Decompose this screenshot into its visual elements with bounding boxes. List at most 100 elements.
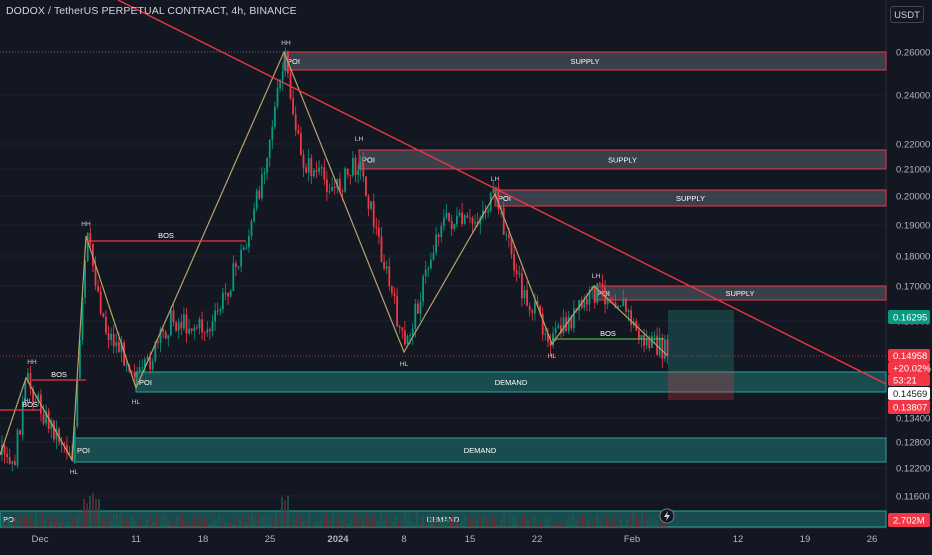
volume-bar xyxy=(131,515,133,527)
volume-bar xyxy=(623,523,625,527)
y-tick-label: 0.13400 xyxy=(896,414,930,425)
candle-body xyxy=(16,429,19,466)
volume-bar xyxy=(431,517,433,527)
candle-body xyxy=(596,283,599,303)
candle-body xyxy=(336,178,339,189)
volume-bar xyxy=(320,520,322,527)
volume-bar xyxy=(476,521,478,527)
volume-bar xyxy=(137,523,139,527)
x-tick-label: 22 xyxy=(532,534,543,545)
volume-bar xyxy=(527,520,529,527)
volume-bar xyxy=(50,521,52,527)
y-tick-label: 0.22000 xyxy=(896,140,930,151)
x-tick-label: 11 xyxy=(131,534,141,545)
candle-body xyxy=(432,252,435,260)
volume-bar xyxy=(251,513,253,527)
volume-bar xyxy=(95,498,97,527)
volume-bar xyxy=(452,513,454,527)
volume-bar xyxy=(626,518,628,527)
volume-bar xyxy=(455,521,457,527)
zone-label: SUPPLY xyxy=(725,289,754,298)
zone-poi-label: POI xyxy=(139,378,152,387)
volume-bar xyxy=(401,520,403,527)
volume-bar xyxy=(425,522,427,527)
volume-bar xyxy=(554,523,556,527)
candle-body xyxy=(315,170,318,172)
candle-body xyxy=(263,172,266,175)
volume-bar xyxy=(98,498,100,527)
volume-bar xyxy=(179,513,181,527)
price-label: 0.13807 xyxy=(893,403,927,414)
candle-body xyxy=(534,301,536,314)
volume-bar xyxy=(485,518,487,527)
volume-bar xyxy=(17,520,19,527)
candle-body xyxy=(266,158,268,173)
candle-body xyxy=(276,88,279,107)
candle-body xyxy=(570,316,573,329)
zone-label: SUPPLY xyxy=(570,57,599,66)
candle-body xyxy=(378,227,380,237)
volume-bar xyxy=(644,513,646,527)
candle-body xyxy=(37,394,40,402)
volume-bar xyxy=(356,519,358,527)
candle-body xyxy=(388,266,391,287)
volume-bar xyxy=(302,521,304,527)
y-tick-label: 0.12200 xyxy=(896,464,930,475)
volume-bar xyxy=(161,515,163,527)
y-tick-label: 0.18000 xyxy=(896,252,930,263)
structure-label: LH xyxy=(355,136,364,143)
candle-body xyxy=(206,329,209,333)
candle-body xyxy=(99,291,102,314)
volume-bar xyxy=(77,514,79,527)
candle-body xyxy=(383,261,385,269)
candle-body xyxy=(510,238,513,255)
volume-bar xyxy=(347,523,349,527)
volume-bar xyxy=(191,521,193,527)
volume-bar xyxy=(350,518,352,527)
volume-bar xyxy=(107,515,109,527)
volume-bar xyxy=(617,523,619,527)
volume-bar xyxy=(392,522,394,527)
candle-body xyxy=(578,300,580,311)
candle-body xyxy=(648,339,651,348)
candle-body xyxy=(513,254,515,271)
candle-body xyxy=(107,333,110,340)
candle-body xyxy=(110,333,112,340)
volume-bar xyxy=(38,522,40,527)
candle-body xyxy=(190,328,193,331)
candle-body xyxy=(372,201,375,227)
volume-bar xyxy=(194,514,196,527)
volume-bar xyxy=(215,519,217,527)
candle-body xyxy=(497,187,500,210)
candle-body xyxy=(201,319,203,333)
volume-bar xyxy=(446,518,448,527)
candle-body xyxy=(396,295,398,327)
y-tick-label: 0.17000 xyxy=(896,282,930,293)
candle-body xyxy=(593,286,596,303)
volume-bar xyxy=(149,516,151,527)
volume-bar xyxy=(611,523,613,527)
currency-button[interactable]: USDT xyxy=(890,6,924,23)
candle-body xyxy=(419,301,422,314)
volume-bar xyxy=(116,512,118,527)
candle-body xyxy=(214,310,216,322)
candle-body xyxy=(341,190,344,192)
candle-body xyxy=(68,452,71,455)
volume-bar xyxy=(290,523,292,527)
volume-bar xyxy=(635,512,637,527)
price-label-bg xyxy=(888,400,930,414)
volume-bar xyxy=(449,518,451,527)
volume-bar xyxy=(518,523,520,527)
volume-bar xyxy=(80,522,82,527)
candle-body xyxy=(614,302,617,309)
candle-body xyxy=(284,51,287,72)
y-tick-label: 0.20000 xyxy=(896,192,930,203)
x-tick-label: 2024 xyxy=(327,534,349,545)
x-tick-label: 26 xyxy=(867,534,878,545)
volume-bar xyxy=(2,518,4,527)
volume-bar xyxy=(632,512,634,527)
volume-bar xyxy=(428,514,430,527)
volume-bar xyxy=(113,513,115,527)
